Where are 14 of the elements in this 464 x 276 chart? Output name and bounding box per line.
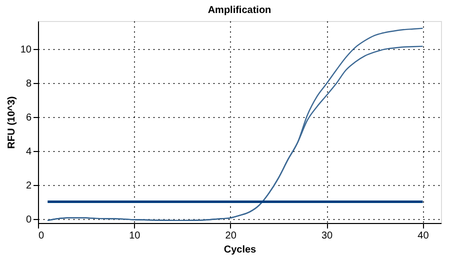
- y-tick-label: 8: [26, 78, 32, 90]
- x-tick-label: 40: [418, 230, 430, 242]
- x-axis-title: Cycles: [224, 244, 257, 256]
- x-tick-label: 0: [38, 230, 44, 242]
- y-tick-label: 2: [26, 180, 32, 192]
- x-tick-label: 30: [321, 230, 334, 242]
- y-tick-label: 10: [20, 44, 32, 56]
- y-axis-title: RFU (10^3): [6, 96, 18, 149]
- y-tick-label: 4: [26, 146, 32, 158]
- x-tick-label: 10: [129, 230, 141, 242]
- x-tick-label: 20: [225, 230, 237, 242]
- y-tick-label: 0: [26, 214, 32, 226]
- chart-title: Amplification: [208, 5, 272, 16]
- y-tick-label: 6: [26, 112, 32, 124]
